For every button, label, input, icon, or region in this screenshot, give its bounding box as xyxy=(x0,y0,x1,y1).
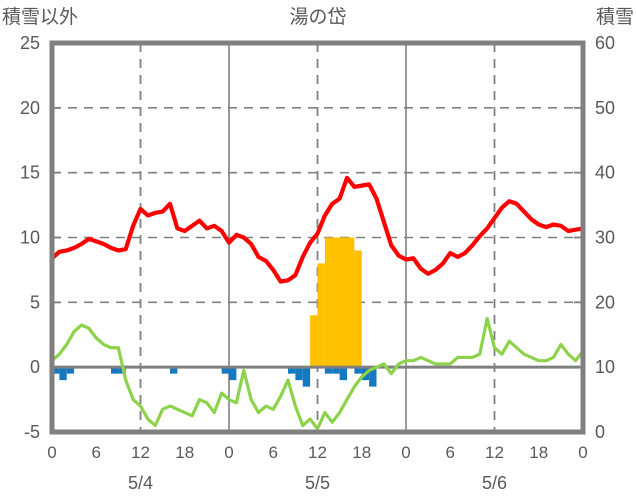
series-lines xyxy=(49,175,586,431)
right-axis-tick-label: 40 xyxy=(595,163,615,183)
left-axis-tick-label: 0 xyxy=(30,357,40,377)
precipitation-bars xyxy=(52,367,377,387)
x-axis-tick-label: 12 xyxy=(131,443,150,462)
left-axis-ticks: 25 20 15 10 5 0 -5 xyxy=(20,33,61,442)
left-axis-tick-label: 5 xyxy=(30,292,40,312)
x-axis-tick-label: 6 xyxy=(446,443,455,462)
x-axis-tick-label: 6 xyxy=(92,443,101,462)
right-axis-tick-label: 30 xyxy=(595,228,615,248)
right-axis-title: 積雪 xyxy=(595,7,634,28)
left-axis-tick-label: -5 xyxy=(24,422,40,442)
left-axis-tick-label: 20 xyxy=(20,98,40,118)
x-axis-tick-label: 0 xyxy=(578,443,587,462)
x-axis-day-labels: 5/4 5/5 5/6 xyxy=(128,473,507,493)
right-axis-tick-label: 0 xyxy=(595,422,605,442)
left-axis-title: 積雪以外 xyxy=(2,7,79,28)
x-axis-tick-label: 18 xyxy=(529,443,548,462)
right-axis-tick-label: 20 xyxy=(595,292,615,312)
x-axis-day-label: 5/6 xyxy=(482,473,507,493)
x-axis-tick-label: 12 xyxy=(485,443,504,462)
right-axis-tick-label: 10 xyxy=(595,357,615,377)
snowfall-bars xyxy=(310,237,362,368)
left-axis-tick-label: 25 xyxy=(20,33,40,53)
right-axis-tick-label: 50 xyxy=(595,98,615,118)
left-axis-tick-label: 10 xyxy=(20,228,40,248)
gridlines xyxy=(52,43,583,432)
x-axis-tick-label: 18 xyxy=(175,443,194,462)
x-axis-day-label: 5/4 xyxy=(128,473,153,493)
x-axis-tick-label: 12 xyxy=(308,443,327,462)
x-axis-tick-label: 0 xyxy=(47,443,56,462)
page-title: 湯の岱 xyxy=(289,7,347,28)
x-axis-tick-label: 0 xyxy=(401,443,410,462)
left-axis-tick-label: 15 xyxy=(20,163,40,183)
x-axis-tick-label: 18 xyxy=(352,443,371,462)
right-axis-tick-label: 60 xyxy=(595,33,615,53)
x-axis-tick-label: 6 xyxy=(269,443,278,462)
x-axis-tick-label: 0 xyxy=(224,443,233,462)
x-axis-ticks: 0 6 12 18 0 6 12 18 0 6 12 18 0 xyxy=(47,443,587,462)
right-axis-ticks: 60 50 40 30 20 10 0 xyxy=(574,33,615,442)
x-axis-day-label: 5/5 xyxy=(305,473,330,493)
